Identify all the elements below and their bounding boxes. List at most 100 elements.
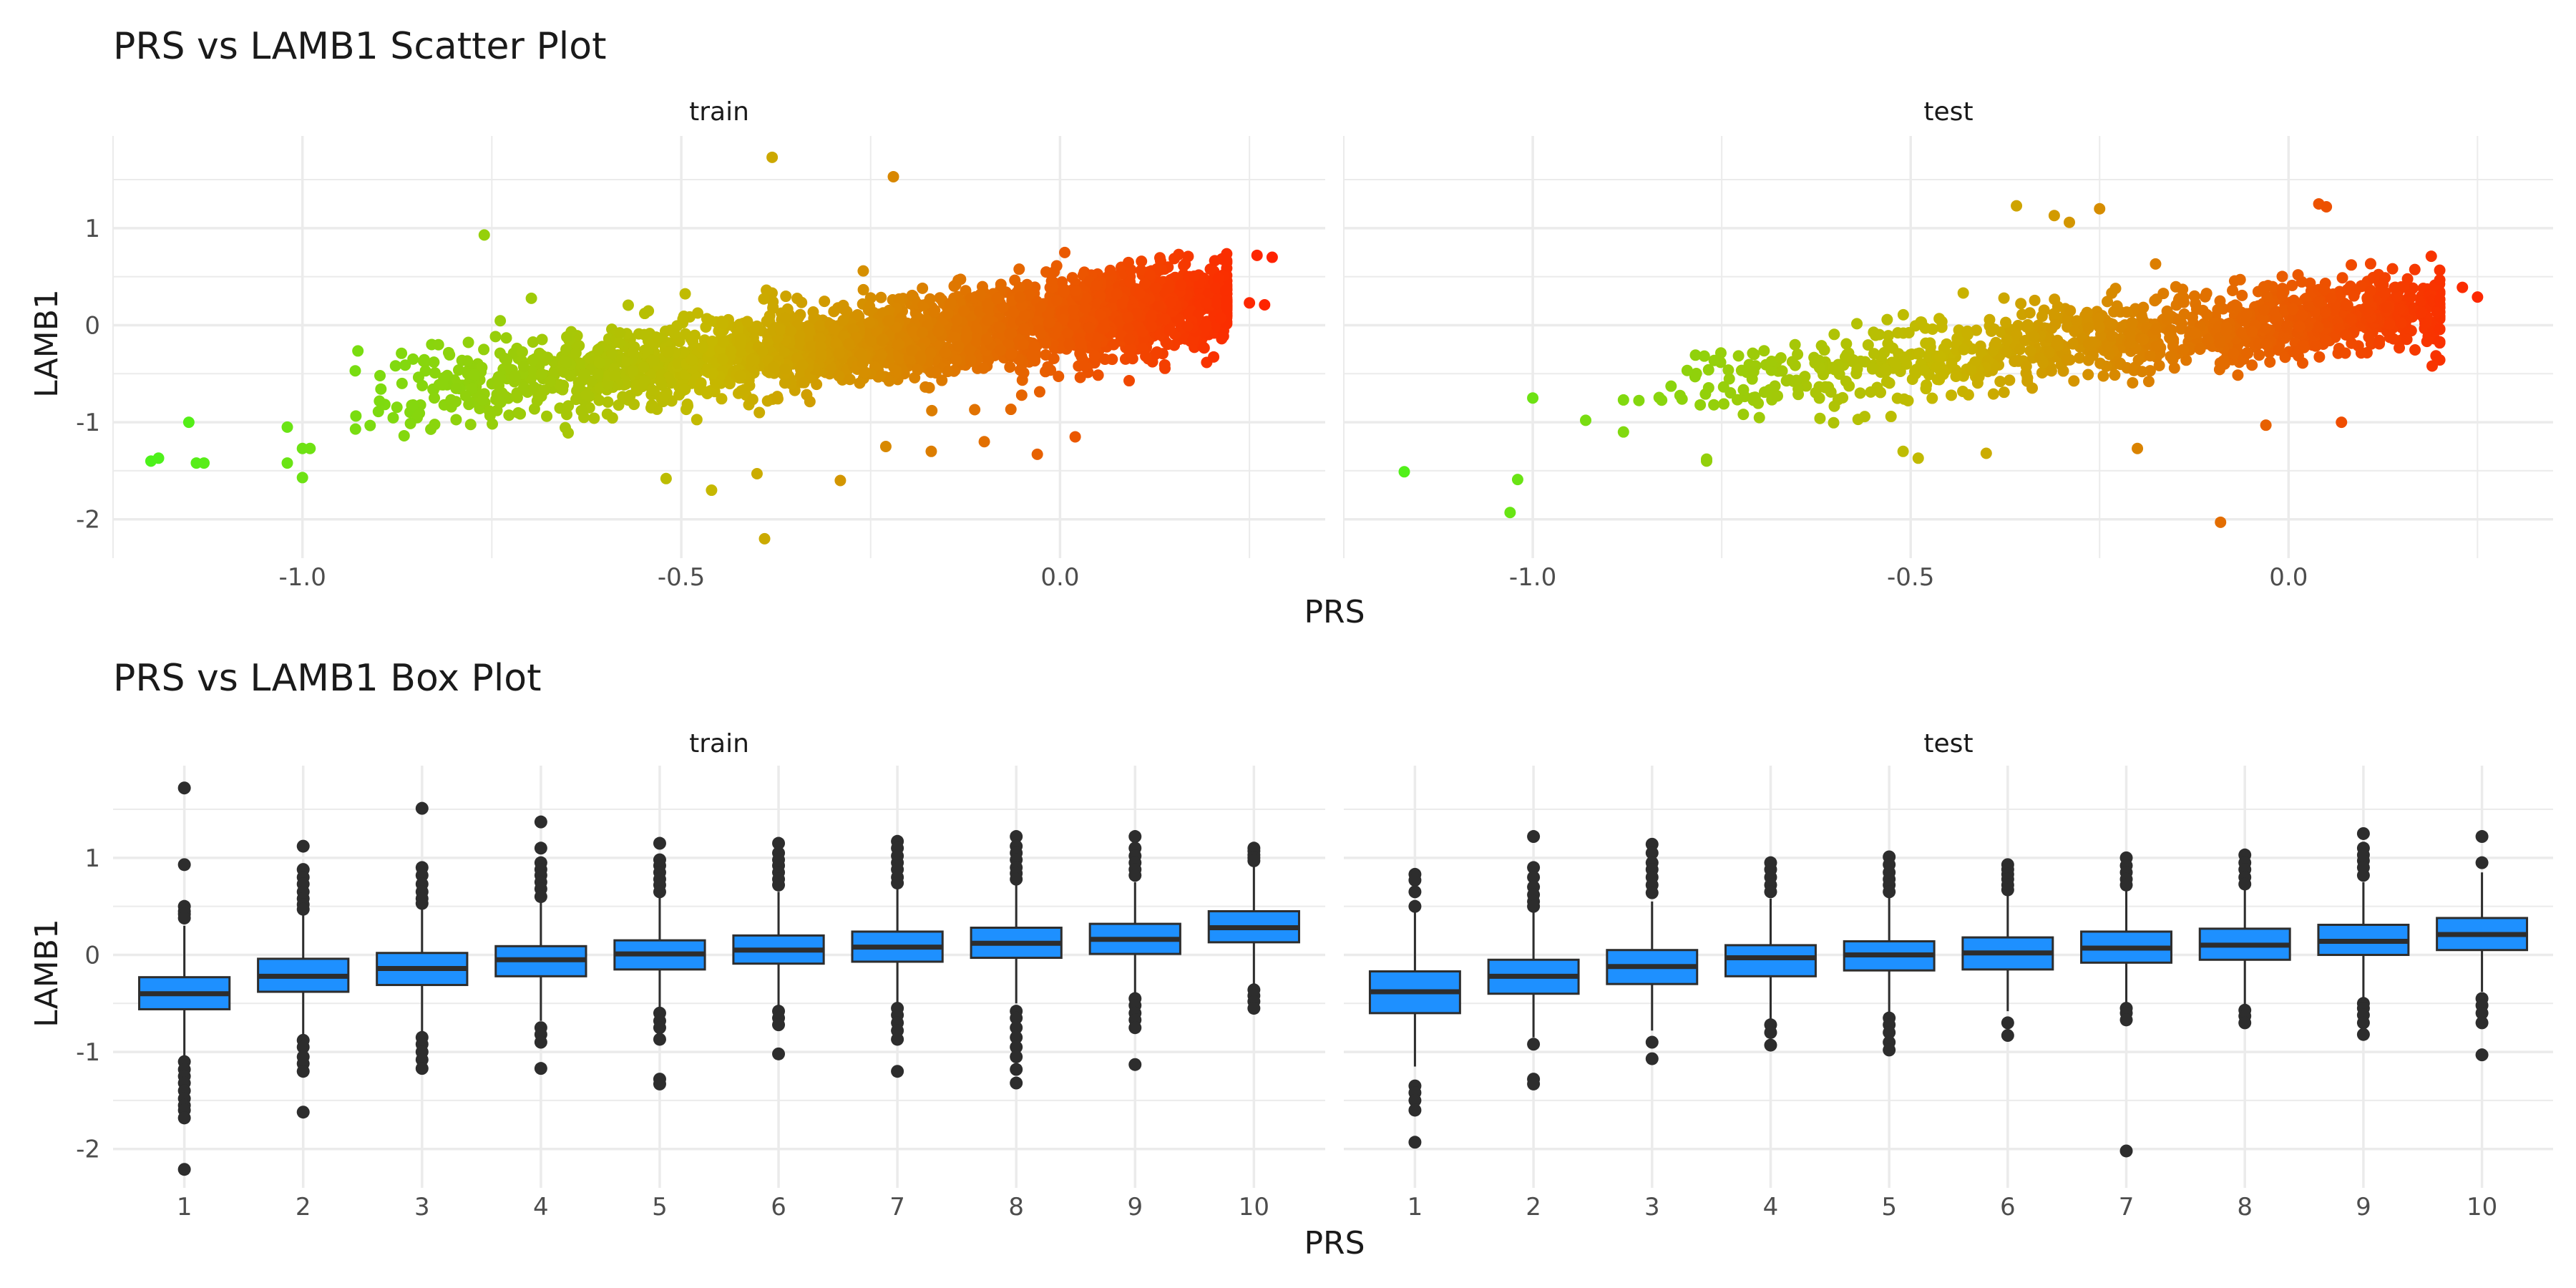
scatter-point: [829, 323, 841, 336]
scatter-point: [2177, 283, 2189, 296]
scatter-point: [2092, 313, 2104, 325]
scatter-point: [2236, 327, 2248, 339]
scatter-point: [1656, 394, 1668, 406]
scatter-point: [2142, 376, 2155, 388]
scatter-point: [2320, 334, 2332, 346]
scatter-point: [466, 382, 478, 394]
scatter-point: [801, 389, 813, 401]
scatter-point: [679, 288, 691, 300]
scatter-point: [352, 345, 364, 357]
scatter-point: [1198, 342, 1210, 354]
scatter-point: [483, 405, 495, 417]
scatter-point: [2215, 516, 2227, 528]
scatter-point: [1062, 327, 1074, 339]
scatter-point: [951, 314, 963, 326]
scatter-point: [1946, 389, 1958, 401]
scatter-point: [374, 370, 386, 382]
scatter-point: [2049, 318, 2062, 331]
scatter-point: [2434, 323, 2446, 336]
box-outlier: [1527, 870, 1541, 884]
scatter-point: [2409, 344, 2421, 356]
box-outlier: [891, 1033, 904, 1046]
scatter-point: [856, 348, 868, 361]
scatter-point: [613, 399, 625, 411]
box-outlier: [415, 1062, 429, 1075]
scatter-point: [1138, 278, 1151, 290]
scatter-x-tick-label: -1.0: [279, 563, 326, 592]
scatter-point: [1722, 364, 1735, 376]
scatter-point: [761, 284, 773, 296]
box-outlier: [1408, 1136, 1422, 1149]
scatter-point: [562, 400, 575, 412]
scatter-point: [527, 354, 539, 366]
scatter-point: [1815, 340, 1828, 352]
scatter-point: [1702, 381, 1714, 394]
scatter-point: [1035, 301, 1047, 313]
scatter-x-axis-label: PRS: [1304, 594, 1365, 630]
scatter-point: [1511, 474, 1523, 486]
scatter-point: [2168, 362, 2180, 374]
scatter-point: [1883, 377, 1896, 389]
scatter-point: [1074, 371, 1086, 384]
scatter-point: [518, 381, 530, 394]
scatter-point: [1153, 252, 1166, 264]
scatter-point: [2286, 279, 2298, 291]
scatter-point: [374, 395, 386, 407]
scatter-point: [2177, 344, 2190, 356]
scatter-point: [2276, 289, 2288, 301]
scatter-point: [2381, 301, 2393, 313]
scatter-point: [2164, 331, 2176, 343]
scatter-point: [1998, 292, 2010, 304]
scatter-point: [2293, 321, 2306, 333]
scatter-point: [1737, 409, 1750, 421]
scatter-point: [575, 404, 587, 416]
scatter-point: [1266, 251, 1278, 263]
box-outlier: [1408, 874, 1422, 887]
scatter-point: [753, 406, 766, 419]
scatter-point: [2109, 369, 2121, 381]
scatter-point: [2020, 361, 2032, 373]
scatter-point: [1033, 386, 1045, 398]
box-outlier: [1764, 1038, 1777, 1052]
box-outlier: [1128, 1058, 1142, 1071]
box-outlier: [1010, 1050, 1023, 1063]
scatter-point: [1048, 353, 1060, 365]
box-outlier: [1527, 899, 1541, 913]
scatter-point: [1852, 414, 1864, 426]
scatter-point: [1870, 329, 1882, 341]
scatter-point: [716, 393, 728, 405]
scatter-point: [1990, 336, 2002, 348]
box-outlier: [1128, 869, 1142, 882]
scatter-point: [516, 346, 528, 358]
scatter-point: [1092, 369, 1104, 381]
scatter-point: [2346, 259, 2358, 271]
scatter-point: [1689, 349, 1702, 361]
scatter-point: [751, 468, 763, 479]
scatter-point: [1123, 333, 1136, 346]
scatter-point: [2457, 281, 2469, 293]
scatter-point: [716, 353, 728, 366]
scatter-point: [2240, 308, 2253, 321]
scatter-point: [1765, 364, 1777, 376]
scatter-point: [1971, 377, 1984, 389]
scatter-point: [2014, 343, 2026, 356]
scatter-point: [613, 336, 625, 348]
scatter-point: [884, 347, 897, 359]
scatter-point: [1221, 248, 1233, 260]
box-x-tick-label: 5: [1881, 1193, 1897, 1221]
box-x-tick-label: 2: [296, 1193, 311, 1221]
scatter-point: [436, 379, 449, 391]
box-outlier: [1883, 1025, 1896, 1039]
scatter-point: [969, 404, 981, 416]
scatter-point: [1880, 364, 1892, 376]
scatter-point: [2401, 273, 2414, 285]
scatter-point: [1758, 345, 1770, 357]
box-x-tick-label: 1: [1407, 1193, 1423, 1221]
scatter-point: [1810, 386, 1822, 399]
scatter-point: [758, 532, 771, 545]
scatter-point: [706, 336, 718, 348]
scatter-point: [2232, 369, 2244, 381]
scatter-point: [924, 348, 936, 360]
scatter-point: [2312, 296, 2324, 308]
scatter-point: [1019, 309, 1031, 321]
